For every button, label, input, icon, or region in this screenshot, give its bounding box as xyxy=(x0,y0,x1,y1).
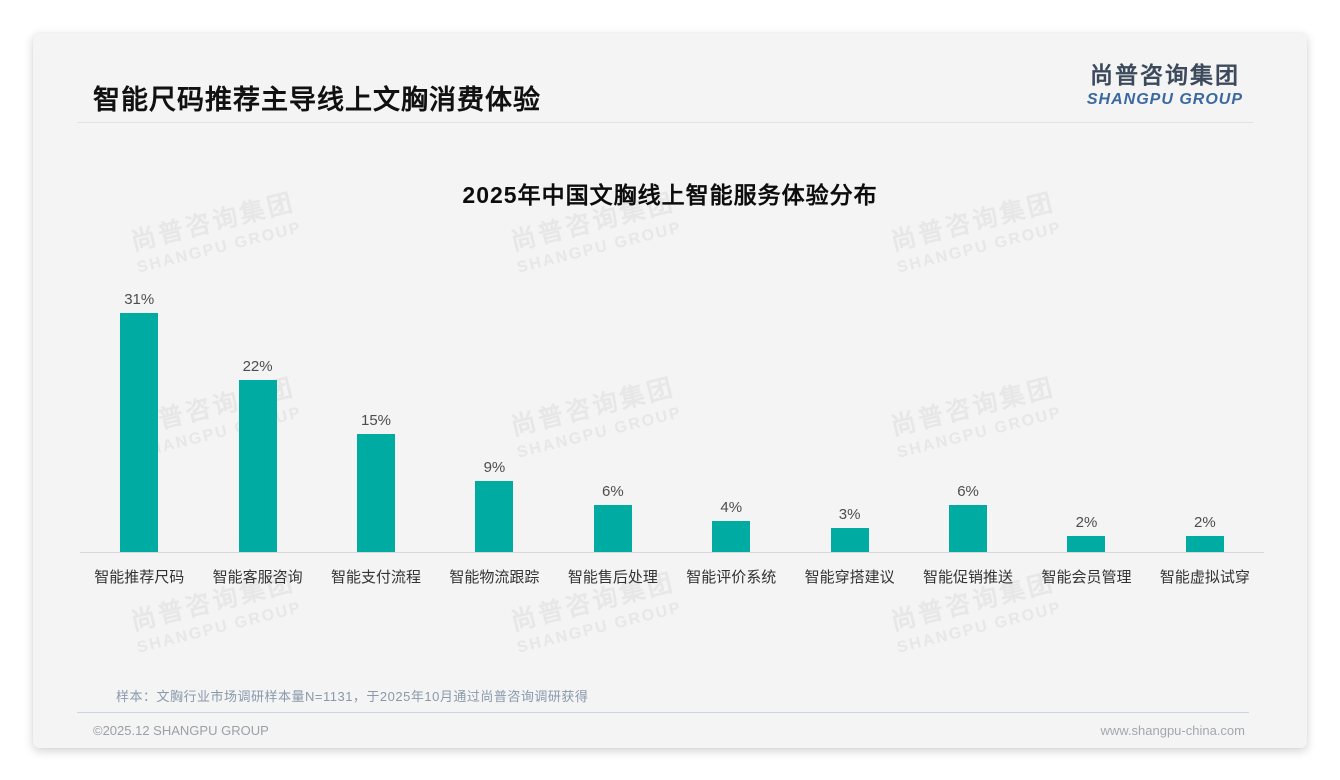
watermark-text-en: SHANGPU GROUP xyxy=(895,599,1064,657)
bar-chart: 31% 22% 15% 9% 6% 4% 3% 6% 2% 2% 智能推荐尺码 智能客服咨询 智能支付… xyxy=(80,291,1264,587)
bar-value-label: 22% xyxy=(242,358,273,375)
category-label: 智能会员管理 xyxy=(1041,569,1132,586)
page-title: 智能尺码推荐主导线上文胸消费体验 xyxy=(93,85,541,115)
bar xyxy=(830,528,869,552)
bar-value-label: 31% xyxy=(124,291,155,308)
category-label: 智能物流跟踪 xyxy=(449,569,540,586)
bar-value-label: 6% xyxy=(601,483,624,500)
bar xyxy=(120,313,159,552)
category-label: 智能穿搭建议 xyxy=(804,569,895,586)
footer-website: www.shangpu-china.com xyxy=(1100,723,1245,738)
bar-value-label: 2% xyxy=(1194,514,1216,531)
bar xyxy=(475,481,514,552)
bar-chart-labels: 智能推荐尺码 智能客服咨询 智能支付流程 智能物流跟踪 智能售后处理 智能评价系统 智能穿搭… xyxy=(80,553,1264,587)
bar-column: 31% xyxy=(80,291,198,552)
chart-title: 2025年中国文胸线上智能服务体验分布 xyxy=(462,182,878,208)
category-label: 智能促销推送 xyxy=(923,569,1014,586)
footer-copyright: ©2025.12 SHANGPU GROUP xyxy=(93,723,269,738)
watermark-text-en: SHANGPU GROUP xyxy=(515,219,684,277)
category-label: 智能售后处理 xyxy=(567,569,658,586)
watermark-text-en: SHANGPU GROUP xyxy=(135,599,304,657)
bar-value-label: 4% xyxy=(720,499,743,516)
bar xyxy=(238,380,277,552)
bar-column: 2% xyxy=(1027,291,1145,552)
bar-value-label: 15% xyxy=(361,412,392,429)
logo-text-en: SHANGPU GROUP xyxy=(1086,91,1243,108)
bar-column: 3% xyxy=(790,291,908,552)
watermark-text-en: SHANGPU GROUP xyxy=(895,219,1064,277)
bar-value-label: 6% xyxy=(957,483,979,500)
bar-column: 2% xyxy=(1146,291,1264,552)
slide-card: 尚普咨询集团 SHANGPU GROUP 尚普咨询集团 SHANGPU GROUP 尚普… xyxy=(33,33,1307,748)
company-logo: 尚普咨询集团 SHANGPU GROUP xyxy=(1087,56,1243,109)
bar xyxy=(357,434,396,552)
sample-footnote: 样本：文胸行业市场调研样本量N=1131，于2025年10月通过尚普咨询调研获得 xyxy=(116,689,589,704)
logo-text-zh: 尚普咨询集团 xyxy=(1089,62,1240,88)
bar-column: 4% xyxy=(672,291,790,552)
watermark-text-en: SHANGPU GROUP xyxy=(135,219,304,277)
bar-value-label: 2% xyxy=(1075,514,1098,531)
bar-value-label: 3% xyxy=(838,506,861,523)
bar xyxy=(712,521,751,552)
category-label: 智能支付流程 xyxy=(331,569,422,586)
category-label: 智能客服咨询 xyxy=(212,569,303,586)
bar xyxy=(1185,536,1224,552)
footer-divider xyxy=(77,712,1249,713)
bar-value-label: 9% xyxy=(483,459,506,476)
bar xyxy=(593,505,632,552)
bar-column: 6% xyxy=(909,291,1027,552)
category-label: 智能推荐尺码 xyxy=(94,569,185,586)
watermark-text-en: SHANGPU GROUP xyxy=(515,599,684,657)
bar-column: 15% xyxy=(317,291,435,552)
category-label: 智能评价系统 xyxy=(686,569,777,586)
bar-chart-plot: 31% 22% 15% 9% 6% 4% 3% 6% 2% 2% xyxy=(80,291,1264,553)
bar xyxy=(1067,536,1106,552)
bar-column: 6% xyxy=(554,291,672,552)
bar-column: 22% xyxy=(198,291,316,552)
header-divider xyxy=(77,122,1253,123)
category-label: 智能虚拟试穿 xyxy=(1159,569,1250,586)
bar xyxy=(949,505,988,552)
bar-column: 9% xyxy=(435,291,553,552)
